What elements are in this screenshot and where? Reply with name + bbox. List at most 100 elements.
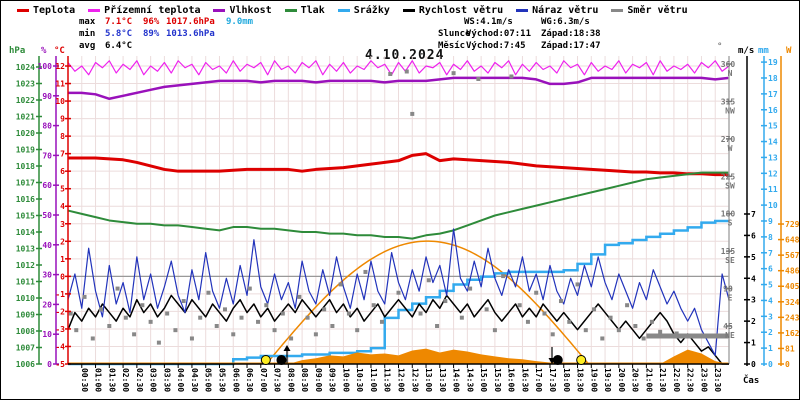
svg-text:243: 243 — [785, 313, 800, 322]
svg-text:%: % — [41, 46, 47, 56]
svg-text:13:00: 13:00 — [424, 368, 433, 392]
svg-text:8: 8 — [768, 233, 773, 242]
svg-text:10: 10 — [768, 201, 778, 210]
svg-text:1: 1 — [751, 339, 756, 348]
svg-text:7: 7 — [751, 210, 756, 219]
svg-text:1018: 1018 — [16, 162, 35, 171]
svg-text:3: 3 — [60, 220, 65, 229]
svg-text:7: 7 — [60, 150, 65, 159]
svg-text:5: 5 — [60, 185, 65, 194]
svg-text:19:30: 19:30 — [603, 368, 612, 392]
stat-min-label: min — [79, 29, 96, 39]
svg-text:16:00: 16:00 — [507, 368, 516, 392]
svg-text:06:00: 06:00 — [231, 368, 240, 392]
svg-text:14:30: 14:30 — [465, 368, 474, 392]
stat-max-rain: 9.0mm — [226, 17, 254, 27]
svg-text:1011: 1011 — [16, 278, 35, 287]
legend-item: Tlak — [284, 5, 325, 16]
svg-text:11: 11 — [768, 185, 778, 194]
svg-text:648: 648 — [785, 236, 800, 245]
sunset-icon — [576, 355, 587, 365]
svg-text:5: 5 — [768, 281, 773, 290]
svg-text:1019: 1019 — [16, 146, 35, 155]
svg-text:1021: 1021 — [16, 113, 35, 122]
svg-text:08:30: 08:30 — [300, 368, 309, 392]
svg-text:06:30: 06:30 — [245, 368, 254, 392]
legend-item: Rychlost větru — [402, 5, 503, 16]
svg-text:12:00: 12:00 — [397, 368, 406, 392]
svg-text:405: 405 — [785, 282, 800, 291]
svg-text:NW: NW — [725, 106, 735, 115]
svg-text:1006: 1006 — [16, 360, 35, 369]
svg-text:S: S — [728, 219, 733, 228]
series-solar-theoretical — [265, 240, 590, 365]
svg-text:4: 4 — [60, 202, 65, 211]
svg-text:18:30: 18:30 — [576, 368, 585, 392]
stat-wind-gust: WG:6.3m/s — [541, 17, 590, 27]
svg-text:SW: SW — [725, 181, 735, 190]
stat-avg-temp: 6.4°C — [105, 41, 133, 51]
svg-text:17: 17 — [768, 90, 778, 99]
svg-text:21:00: 21:00 — [644, 368, 653, 392]
svg-text:14: 14 — [768, 138, 778, 147]
legend-line-swatch-icon — [17, 9, 29, 12]
svg-text:6: 6 — [751, 231, 756, 240]
svg-text:225: 225 — [721, 172, 736, 181]
series-wind-direction — [68, 69, 729, 345]
svg-text:9: 9 — [60, 115, 65, 124]
svg-text:1013: 1013 — [16, 245, 35, 254]
svg-text:05:00: 05:00 — [204, 368, 213, 392]
svg-text:0: 0 — [47, 360, 52, 369]
stat-max-temp: 7.1°C — [105, 17, 133, 27]
series-tlak — [67, 171, 729, 240]
svg-text:07:00: 07:00 — [259, 368, 268, 392]
svg-text:03:00: 03:00 — [149, 368, 158, 392]
svg-text:11: 11 — [55, 80, 65, 89]
svg-text:11:00: 11:00 — [369, 368, 378, 392]
svg-text:4: 4 — [751, 274, 756, 283]
svg-text:50: 50 — [42, 211, 52, 220]
svg-text:729: 729 — [785, 220, 800, 229]
svg-text:22:30: 22:30 — [686, 368, 695, 392]
svg-text:135: 135 — [721, 247, 736, 256]
svg-text:-3: -3 — [55, 325, 65, 334]
svg-text:22:00: 22:00 — [672, 368, 681, 392]
series-sr-ky — [68, 219, 729, 366]
svg-text:-4: -4 — [55, 342, 65, 351]
svg-text:09:30: 09:30 — [328, 368, 337, 392]
legend-line-swatch-icon — [284, 9, 297, 12]
svg-text:6: 6 — [768, 265, 773, 274]
svg-text:01:00: 01:00 — [94, 368, 103, 392]
svg-text:90: 90 — [42, 92, 52, 101]
svg-text:1012: 1012 — [16, 261, 35, 270]
svg-text:02:30: 02:30 — [135, 368, 144, 392]
svg-text:04:30: 04:30 — [190, 368, 199, 392]
svg-text:1015: 1015 — [16, 212, 35, 221]
svg-text:11:30: 11:30 — [383, 368, 392, 392]
legend-item-label: Tlak — [300, 5, 325, 16]
stat-max-label: max — [79, 17, 96, 27]
svg-text:19:00: 19:00 — [589, 368, 598, 392]
moonrise-time: Východ:7:45 — [466, 41, 526, 51]
legend-item: Náraz větru — [516, 5, 598, 16]
svg-text:2: 2 — [751, 317, 756, 326]
legend-line-swatch-icon — [516, 9, 529, 12]
svg-text:360: 360 — [721, 60, 736, 69]
time-axis: 00:30 01:00 01:30 02:00 02:30 03:00 03:30 04:00… — [68, 363, 729, 392]
svg-text:1022: 1022 — [16, 96, 35, 105]
svg-text:23:30: 23:30 — [713, 368, 722, 392]
svg-text:17:00: 17:00 — [534, 368, 543, 392]
svg-text:15:30: 15:30 — [493, 368, 502, 392]
svg-text:12:30: 12:30 — [410, 368, 419, 392]
moonrise-icon — [276, 355, 287, 365]
svg-text:180: 180 — [721, 210, 736, 219]
axis-unit-labels: hPa% °C ° m/s mm W — [9, 42, 792, 56]
stat-min-temp: 5.8°C — [105, 29, 133, 39]
svg-text:1010: 1010 — [16, 294, 35, 303]
svg-text:°C: °C — [54, 46, 65, 56]
svg-text:07:30: 07:30 — [273, 368, 282, 392]
svg-text:1017: 1017 — [16, 179, 35, 188]
svg-text:315: 315 — [721, 97, 736, 106]
